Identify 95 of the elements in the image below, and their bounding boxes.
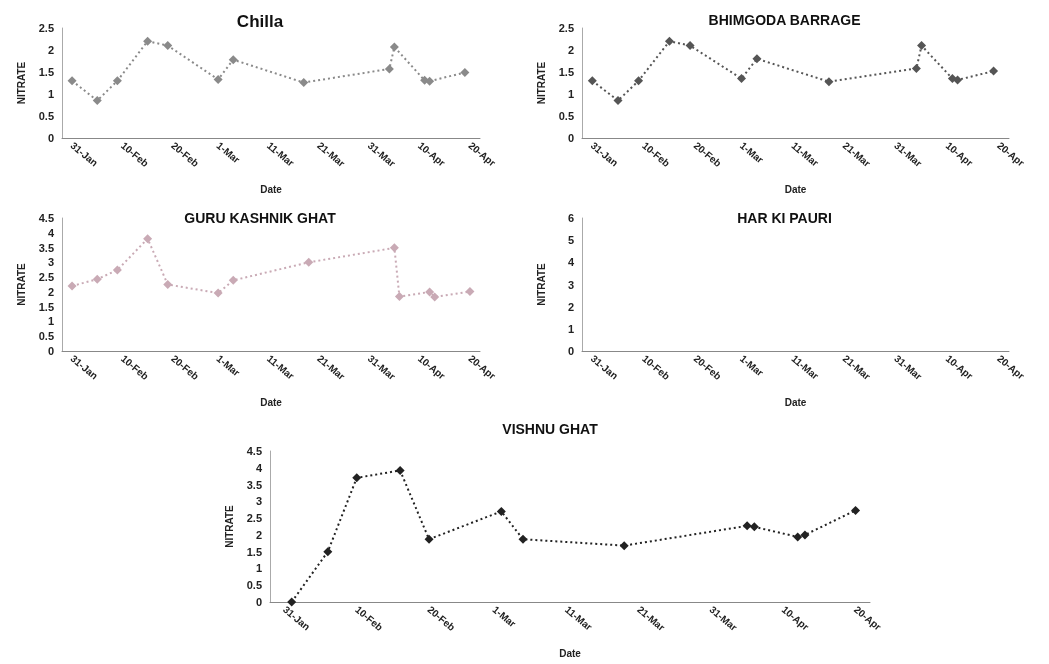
y-tick-label: 2 <box>47 44 54 56</box>
y-tick-label: 4.5 <box>246 445 262 457</box>
y-tick-label: 2 <box>47 285 54 298</box>
y-tick-label: 4 <box>567 256 575 269</box>
chart-title: Chilla <box>236 12 284 31</box>
x-axis-title: Date <box>559 647 582 659</box>
point <box>911 63 921 73</box>
y-tick-label: 3.5 <box>246 478 262 491</box>
y-tick-label: 1 <box>47 315 54 328</box>
point <box>465 287 475 297</box>
y-tick-label: 4.5 <box>38 212 54 224</box>
y-tick-label: 1.5 <box>246 545 262 558</box>
point <box>953 75 963 85</box>
point <box>394 292 404 302</box>
y-tick-label: 4 <box>47 226 55 239</box>
point <box>460 67 470 77</box>
point <box>749 522 759 532</box>
point <box>143 36 153 46</box>
point <box>304 257 314 267</box>
y-tick-label: 0 <box>567 345 574 357</box>
point <box>430 292 440 302</box>
point <box>67 281 77 291</box>
y-tick-label: 0.5 <box>38 330 54 343</box>
y-tick-label: 3 <box>567 278 574 291</box>
y-tick-label: 5 <box>567 234 574 247</box>
y-tick-label: 2.5 <box>246 512 262 525</box>
point <box>851 505 861 515</box>
y-axis-title: NITRATE <box>223 504 235 548</box>
point <box>92 274 102 284</box>
point <box>67 76 77 86</box>
point <box>143 234 153 244</box>
y-tick-label: 0 <box>47 132 54 144</box>
point <box>112 76 122 86</box>
point <box>287 597 297 607</box>
y-axis-title: NITRATE <box>535 61 547 105</box>
point <box>989 66 999 76</box>
y-tick-label: 2.5 <box>38 22 54 34</box>
y-tick-label: 1.5 <box>558 66 574 78</box>
y-tick-label: 0.5 <box>246 579 262 592</box>
y-tick-label: 0 <box>567 132 574 144</box>
y-tick-label: 3 <box>47 256 54 269</box>
y-tick-label: 1 <box>47 88 54 100</box>
point <box>352 473 362 483</box>
point <box>917 41 927 51</box>
point <box>299 78 309 88</box>
y-tick-label: 6 <box>567 212 574 224</box>
point <box>793 532 803 542</box>
chart-title: VISHNU GHAT <box>502 421 599 437</box>
y-tick-label: 4 <box>255 461 263 474</box>
chart-title: HAR KI PAURI <box>737 210 832 226</box>
point <box>163 41 173 51</box>
point <box>389 42 399 52</box>
y-tick-label: 1 <box>567 322 574 335</box>
chart-title: GURU KASHNIK GHAT <box>184 210 337 226</box>
point <box>424 534 434 544</box>
y-tick-label: 3.5 <box>38 241 54 254</box>
point <box>112 265 122 275</box>
point <box>685 41 695 51</box>
point <box>664 36 674 46</box>
point <box>323 547 333 557</box>
point <box>92 96 102 106</box>
y-tick-label: 3 <box>255 495 262 508</box>
x-axis-title: Date <box>784 183 807 195</box>
y-tick-label: 2.5 <box>558 22 574 34</box>
point <box>634 76 644 86</box>
point <box>425 76 435 86</box>
point <box>425 287 435 297</box>
y-axis-title: NITRATE <box>15 262 27 306</box>
y-tick-label: 2 <box>567 44 574 56</box>
y-tick-label: 1 <box>255 562 262 575</box>
x-axis-title: Date <box>260 183 283 195</box>
y-axis-title: NITRATE <box>15 61 27 105</box>
y-axis-title: NITRATE <box>535 262 547 306</box>
y-tick-label: 1 <box>567 88 574 100</box>
point <box>587 76 597 86</box>
y-tick-label: 0.5 <box>38 110 54 122</box>
y-tick-label: 2 <box>567 300 574 313</box>
point <box>824 77 834 87</box>
y-tick-label: 2 <box>255 528 262 541</box>
y-tick-label: 2.5 <box>38 271 54 284</box>
y-tick-label: 1.5 <box>38 300 54 313</box>
y-tick-label: 0 <box>47 345 54 357</box>
point <box>389 243 399 253</box>
chart-title: BHIMGODA BARRAGE <box>708 12 861 28</box>
y-tick-label: 1.5 <box>38 66 54 78</box>
point <box>613 96 623 106</box>
point <box>163 280 173 289</box>
x-axis-title: Date <box>260 396 283 408</box>
point <box>800 530 810 540</box>
y-tick-label: 0 <box>255 596 262 608</box>
point <box>742 521 752 531</box>
point <box>395 465 405 475</box>
y-tick-label: 0.5 <box>558 110 574 122</box>
point <box>384 64 394 74</box>
x-axis-title: Date <box>784 396 807 408</box>
